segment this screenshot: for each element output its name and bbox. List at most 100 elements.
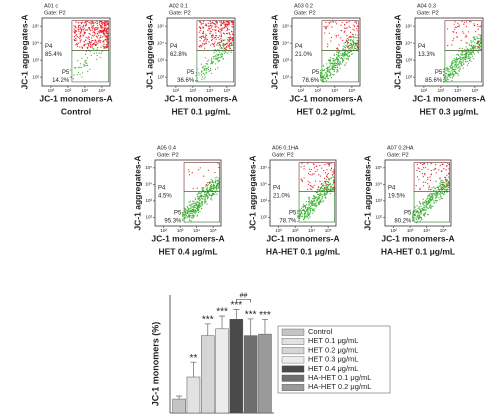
event-dot bbox=[424, 200, 426, 202]
x-tick-label: 10⁵ bbox=[98, 88, 105, 93]
event-dot bbox=[416, 163, 418, 166]
event-dot bbox=[337, 55, 339, 57]
event-dot bbox=[94, 27, 97, 29]
event-dot bbox=[316, 189, 318, 191]
event-dot bbox=[222, 58, 224, 60]
event-dot bbox=[304, 205, 307, 207]
event-dot bbox=[106, 30, 108, 32]
legend-label: HET 0.3 μg/mL bbox=[308, 355, 358, 364]
event-dot bbox=[105, 35, 107, 37]
event-dot bbox=[412, 216, 414, 219]
event-dot bbox=[210, 72, 212, 75]
event-dot bbox=[103, 35, 105, 37]
gate-name: P5 bbox=[289, 210, 297, 216]
event-dot bbox=[446, 183, 448, 186]
event-dot bbox=[85, 39, 87, 41]
event-dot bbox=[442, 185, 445, 187]
event-dot bbox=[204, 36, 206, 38]
event-dot bbox=[332, 189, 334, 191]
event-dot bbox=[445, 189, 447, 191]
event-dot bbox=[416, 215, 418, 217]
event-dot bbox=[220, 28, 222, 30]
y-tick-label: 10⁵ bbox=[375, 165, 382, 170]
y-tick-label: 10⁴ bbox=[260, 182, 267, 187]
event-dot bbox=[349, 44, 351, 46]
x-tick-label: 10⁴ bbox=[454, 88, 461, 93]
event-dot bbox=[318, 204, 320, 206]
event-dot bbox=[342, 52, 344, 55]
event-dot bbox=[440, 187, 442, 189]
event-dot bbox=[468, 44, 471, 46]
event-dot bbox=[102, 45, 104, 47]
event-dot bbox=[477, 37, 479, 40]
gate-p5 bbox=[183, 191, 220, 223]
event-dot bbox=[198, 207, 201, 209]
event-dot bbox=[224, 25, 226, 27]
event-dot bbox=[216, 176, 218, 178]
event-dot bbox=[432, 198, 434, 200]
event-dot bbox=[83, 22, 86, 24]
event-dot bbox=[319, 74, 322, 77]
event-dot bbox=[328, 184, 330, 186]
event-dot bbox=[98, 40, 100, 43]
x-tick-label: 10³ bbox=[177, 228, 184, 233]
event-dot bbox=[450, 67, 452, 69]
event-dot bbox=[458, 58, 460, 60]
event-dot bbox=[324, 187, 326, 189]
event-dot bbox=[338, 51, 340, 53]
event-dot bbox=[309, 211, 311, 214]
event-dot bbox=[307, 162, 309, 164]
event-dot bbox=[452, 75, 454, 77]
event-dot bbox=[420, 213, 422, 215]
event-dot bbox=[231, 31, 233, 33]
event-dot bbox=[85, 23, 88, 25]
event-dot bbox=[203, 78, 205, 80]
event-dot bbox=[419, 215, 421, 218]
event-dot bbox=[331, 65, 333, 67]
event-dot bbox=[208, 181, 210, 184]
event-dot bbox=[98, 52, 100, 54]
event-dot bbox=[205, 35, 207, 37]
event-dot bbox=[460, 56, 462, 59]
event-dot bbox=[214, 21, 217, 23]
event-dot bbox=[340, 54, 342, 56]
event-dot bbox=[79, 63, 82, 65]
event-dot bbox=[202, 22, 204, 24]
event-dot bbox=[202, 35, 205, 37]
event-dot bbox=[303, 216, 305, 219]
event-dot bbox=[424, 213, 426, 215]
x-axis-label: JC-1 monomers-A bbox=[412, 93, 485, 103]
event-dot bbox=[329, 68, 331, 71]
event-dot bbox=[92, 47, 94, 50]
event-dot bbox=[429, 204, 431, 206]
event-dot bbox=[85, 21, 87, 24]
p5-events bbox=[182, 176, 220, 222]
event-dot bbox=[457, 54, 460, 56]
event-dot bbox=[206, 63, 209, 65]
event-dot bbox=[88, 28, 91, 31]
event-dot bbox=[412, 212, 415, 214]
gate-percent: 4.5% bbox=[158, 193, 172, 199]
event-dot bbox=[207, 184, 209, 186]
y-axis-label: JC-1 monomers (%) bbox=[150, 322, 160, 407]
event-dot bbox=[101, 22, 103, 24]
event-dot bbox=[83, 29, 85, 31]
event-dot bbox=[95, 52, 98, 54]
p4-events bbox=[198, 20, 234, 50]
event-dot bbox=[189, 200, 192, 202]
event-dot bbox=[312, 210, 314, 212]
event-dot bbox=[465, 58, 467, 60]
event-dot bbox=[92, 27, 94, 29]
event-dot bbox=[463, 32, 465, 34]
event-dot bbox=[205, 195, 207, 197]
gate-name: P5 bbox=[404, 210, 412, 216]
event-dot bbox=[317, 203, 319, 205]
event-dot bbox=[72, 78, 74, 80]
event-dot bbox=[421, 203, 423, 205]
bar bbox=[201, 335, 215, 414]
event-dot bbox=[194, 210, 197, 212]
event-dot bbox=[210, 198, 212, 200]
event-dot bbox=[469, 48, 472, 50]
event-dot bbox=[218, 184, 220, 186]
event-dot bbox=[299, 217, 301, 219]
